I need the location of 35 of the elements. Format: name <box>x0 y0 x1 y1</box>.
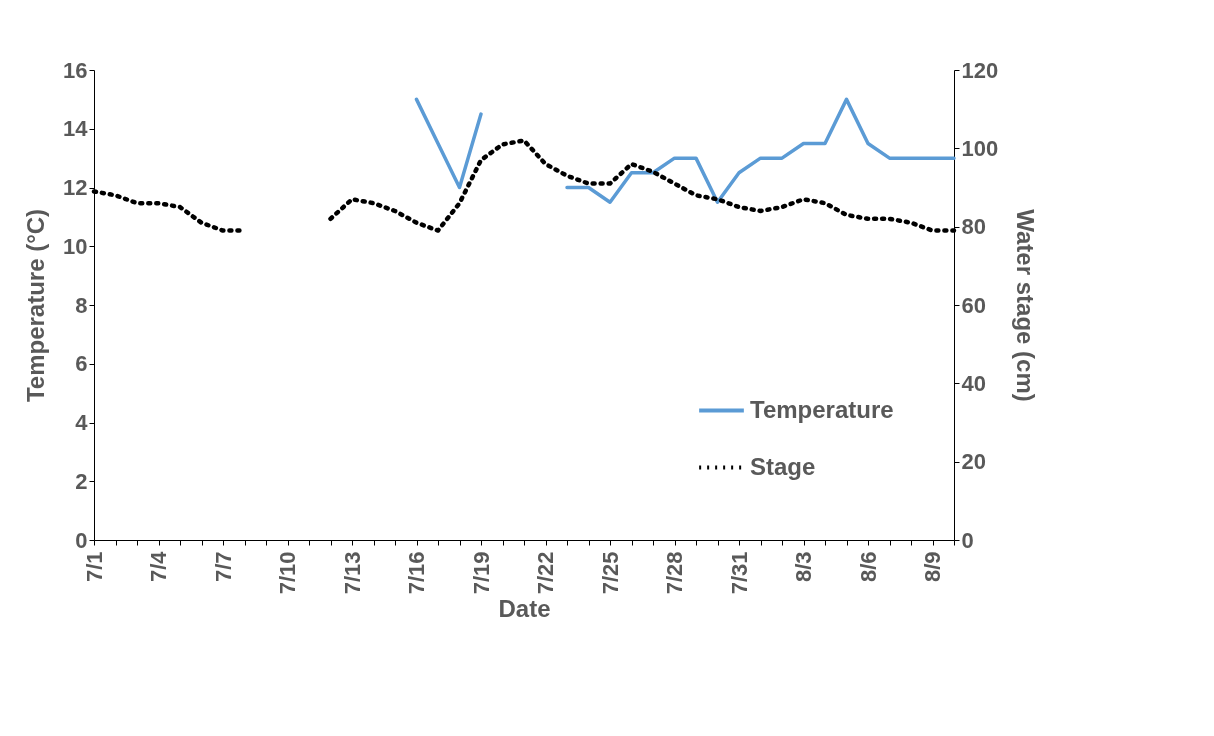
x-tick-label: 7/22 <box>533 551 558 595</box>
x-tick-label: 7/7 <box>210 551 236 583</box>
x-tick-label: 7/13 <box>339 551 365 595</box>
y2-tick-label: 80 <box>961 214 986 240</box>
y2-tick-label: 60 <box>961 292 986 318</box>
y2-tick-label: 20 <box>961 449 986 475</box>
y-tick-label: 16 <box>63 57 88 83</box>
y-axis-title: Temperature (°C) <box>22 208 50 403</box>
y-tick-label: 6 <box>75 351 88 377</box>
y-tick-label: 12 <box>63 175 88 200</box>
y-tick-label: 8 <box>75 292 88 318</box>
x-tick-label: 7/10 <box>275 551 300 595</box>
x-tick-label: 8/9 <box>920 551 945 583</box>
y-tick-label: 2 <box>75 468 88 494</box>
y2-tick-label: 120 <box>961 57 999 83</box>
y2-axis-title: Water stage (cm) <box>1012 209 1040 402</box>
y-tick-label: 14 <box>63 116 89 142</box>
x-tick-label: 8/3 <box>791 551 816 583</box>
y-tick-label: 10 <box>63 233 88 259</box>
legend-label: Temperature <box>750 395 894 423</box>
x-tick-label: 7/31 <box>726 551 752 595</box>
x-tick-label: 7/1 <box>81 551 107 583</box>
y2-tick-label: 100 <box>961 135 999 161</box>
y2-tick-label: 0 <box>961 527 974 553</box>
x-tick-label: 7/19 <box>468 551 494 595</box>
x-tick-label: 8/6 <box>855 551 881 583</box>
x-tick-label: 7/4 <box>146 550 171 583</box>
y-tick-label: 4 <box>75 410 89 435</box>
x-tick-label: 7/28 <box>662 551 687 595</box>
x-axis-title: Date <box>498 595 551 623</box>
y-tick-label: 0 <box>75 527 88 553</box>
y2-tick-label: 40 <box>961 370 986 396</box>
legend-label: Stage <box>750 452 816 480</box>
x-tick-label: 7/25 <box>597 551 623 595</box>
x-tick-label: 7/16 <box>404 551 429 595</box>
